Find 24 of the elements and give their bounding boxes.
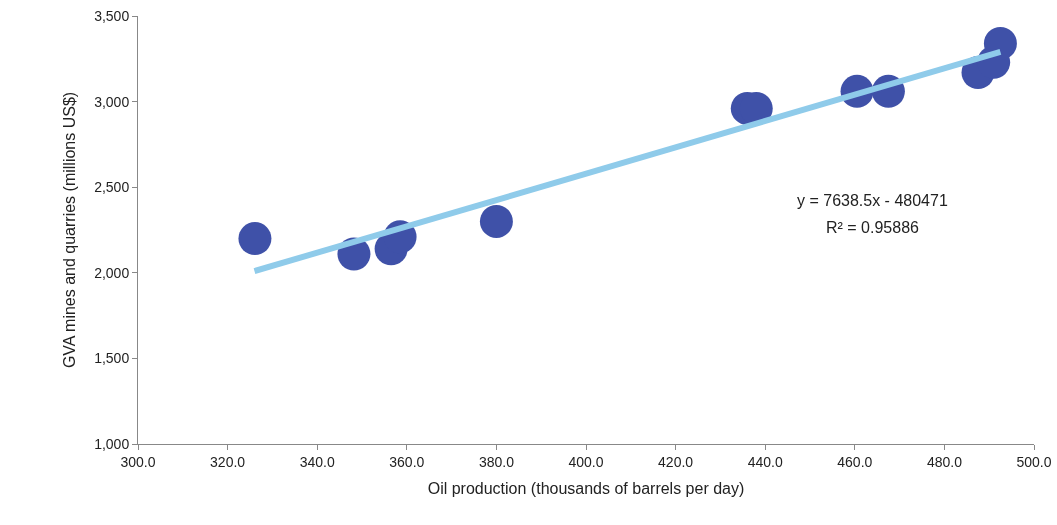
- y-tick-label: 2,000: [94, 264, 130, 281]
- x-tick-label: 440.0: [747, 453, 783, 470]
- annotation: y = 7638.5x - 480471: [797, 192, 948, 209]
- y-tick-label: 3,000: [94, 93, 130, 110]
- y-tick-label: 2,500: [94, 179, 130, 196]
- x-tick-label: 480.0: [926, 453, 963, 470]
- x-tick-label: 360.0: [389, 453, 425, 470]
- y-axis-title: GVA mines and quarries (millions US$): [61, 91, 79, 369]
- x-tick-label: 460.0: [837, 453, 873, 470]
- x-tick-label: 420.0: [658, 453, 694, 470]
- x-tick-label: 500.0: [1016, 453, 1052, 470]
- point: [983, 26, 1017, 60]
- x-tick-label: 340.0: [299, 453, 335, 470]
- point: [238, 222, 272, 256]
- x-tick-label: 380.0: [478, 453, 515, 470]
- x-tick-label: 400.0: [568, 453, 604, 470]
- annotation: R² = 0.95886: [826, 219, 920, 236]
- x-tick-label: 300.0: [120, 453, 156, 470]
- point: [479, 204, 513, 238]
- x-axis-title: Oil production (thousands of barrels per day): [427, 480, 745, 498]
- y-tick-label: 3,500: [94, 7, 130, 24]
- y-tick-label: 1,500: [94, 350, 130, 367]
- y-tick-label: 1,000: [94, 435, 130, 452]
- x-tick-label: 320.0: [210, 453, 246, 470]
